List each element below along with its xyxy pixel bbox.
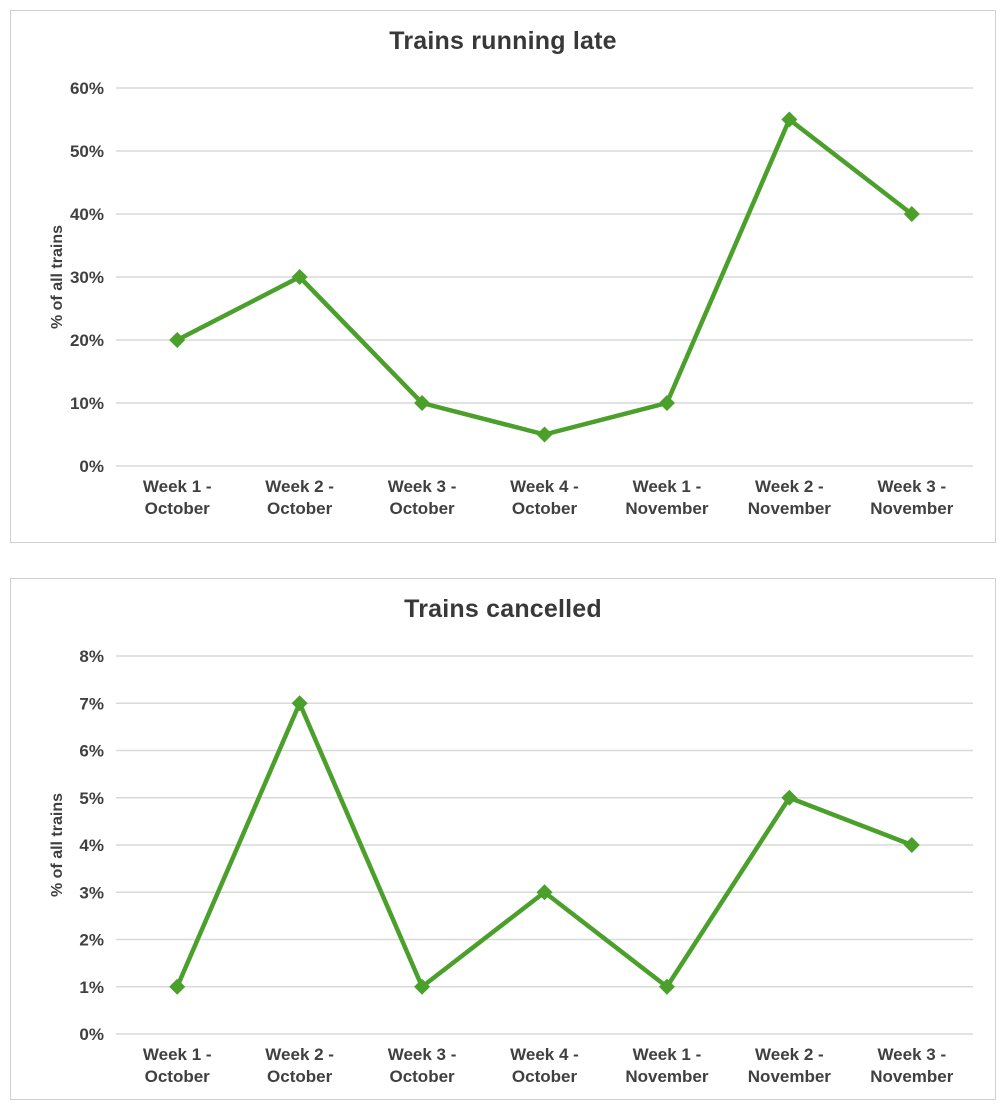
chart-title-trains-cancelled: Trains cancelled [404, 595, 602, 623]
y-tick-label: 60% [70, 79, 104, 98]
y-tick-label: 20% [70, 331, 104, 350]
data-point-marker [414, 978, 431, 995]
chart-panel-trains-cancelled: Trains cancelled % of all trains 0% 1% 2% 3… [10, 578, 996, 1100]
x-axis-label: Week 1 -November [625, 1045, 709, 1086]
x-axis-label: Week 1 -November [625, 477, 709, 518]
chart-title-trains-running-late: Trains running late [389, 27, 617, 55]
data-point-marker [658, 395, 675, 411]
x-axis-label: Week 3 -November [870, 477, 954, 518]
y-tick-label: 2% [79, 931, 104, 950]
data-point-marker [781, 789, 798, 806]
data-point-marker [536, 884, 553, 901]
x-axis-label: Week 4 -October [510, 477, 579, 518]
y-tick-label: 40% [70, 205, 104, 224]
x-axis-label: Week 2 -October [265, 477, 334, 518]
y-tick-label: 30% [70, 268, 104, 287]
x-axis-label: Week 2 -October [265, 1045, 334, 1086]
chart-panel-trains-running-late: Trains running late % of all trains 0% 10… [10, 10, 996, 543]
data-point-marker [414, 395, 431, 411]
x-axis-label: Week 3 -October [388, 1045, 457, 1086]
data-point-marker [781, 111, 798, 128]
x-axis-label: Week 3 -October [388, 477, 457, 518]
data-point-marker [169, 978, 186, 995]
line-chart-trains-cancelled: 0% 1% 2% 3% 4% 5% 6% 7% 8% Week 1 -October Week 2 … [79, 647, 973, 1086]
y-tick-label: 0% [79, 1025, 104, 1044]
y-tick-label: 8% [79, 647, 104, 666]
x-axis-label: Week 4 -October [510, 1045, 579, 1086]
x-axis-label: Week 1 -October [143, 477, 212, 518]
y-tick-label: 5% [79, 789, 104, 808]
data-point-marker [536, 426, 553, 443]
y-tick-label: 0% [79, 457, 104, 476]
data-point-marker [658, 978, 675, 995]
y-tick-label: 3% [79, 883, 104, 902]
x-axis-label: Week 2 -November [748, 477, 832, 518]
data-point-marker [169, 332, 186, 348]
line-chart-trains-running-late: 0% 10% 20% 30% 40% 50% 60% Week 1 -October Week … [70, 79, 973, 518]
x-axis-label: Week 3 -November [870, 1045, 954, 1086]
y-tick-label: 6% [79, 742, 104, 761]
x-axis-label: Week 1 -October [143, 1045, 212, 1086]
data-point-marker [291, 269, 308, 285]
y-tick-label: 4% [79, 836, 104, 855]
y-tick-label: 1% [79, 978, 104, 997]
y-tick-label: 10% [70, 394, 104, 413]
data-point-marker [291, 695, 308, 712]
data-point-marker [903, 206, 920, 222]
x-axis-label: Week 2 -November [748, 1045, 832, 1086]
y-tick-label: 7% [79, 694, 104, 713]
y-tick-label: 50% [70, 142, 104, 161]
data-point-marker [903, 837, 920, 853]
